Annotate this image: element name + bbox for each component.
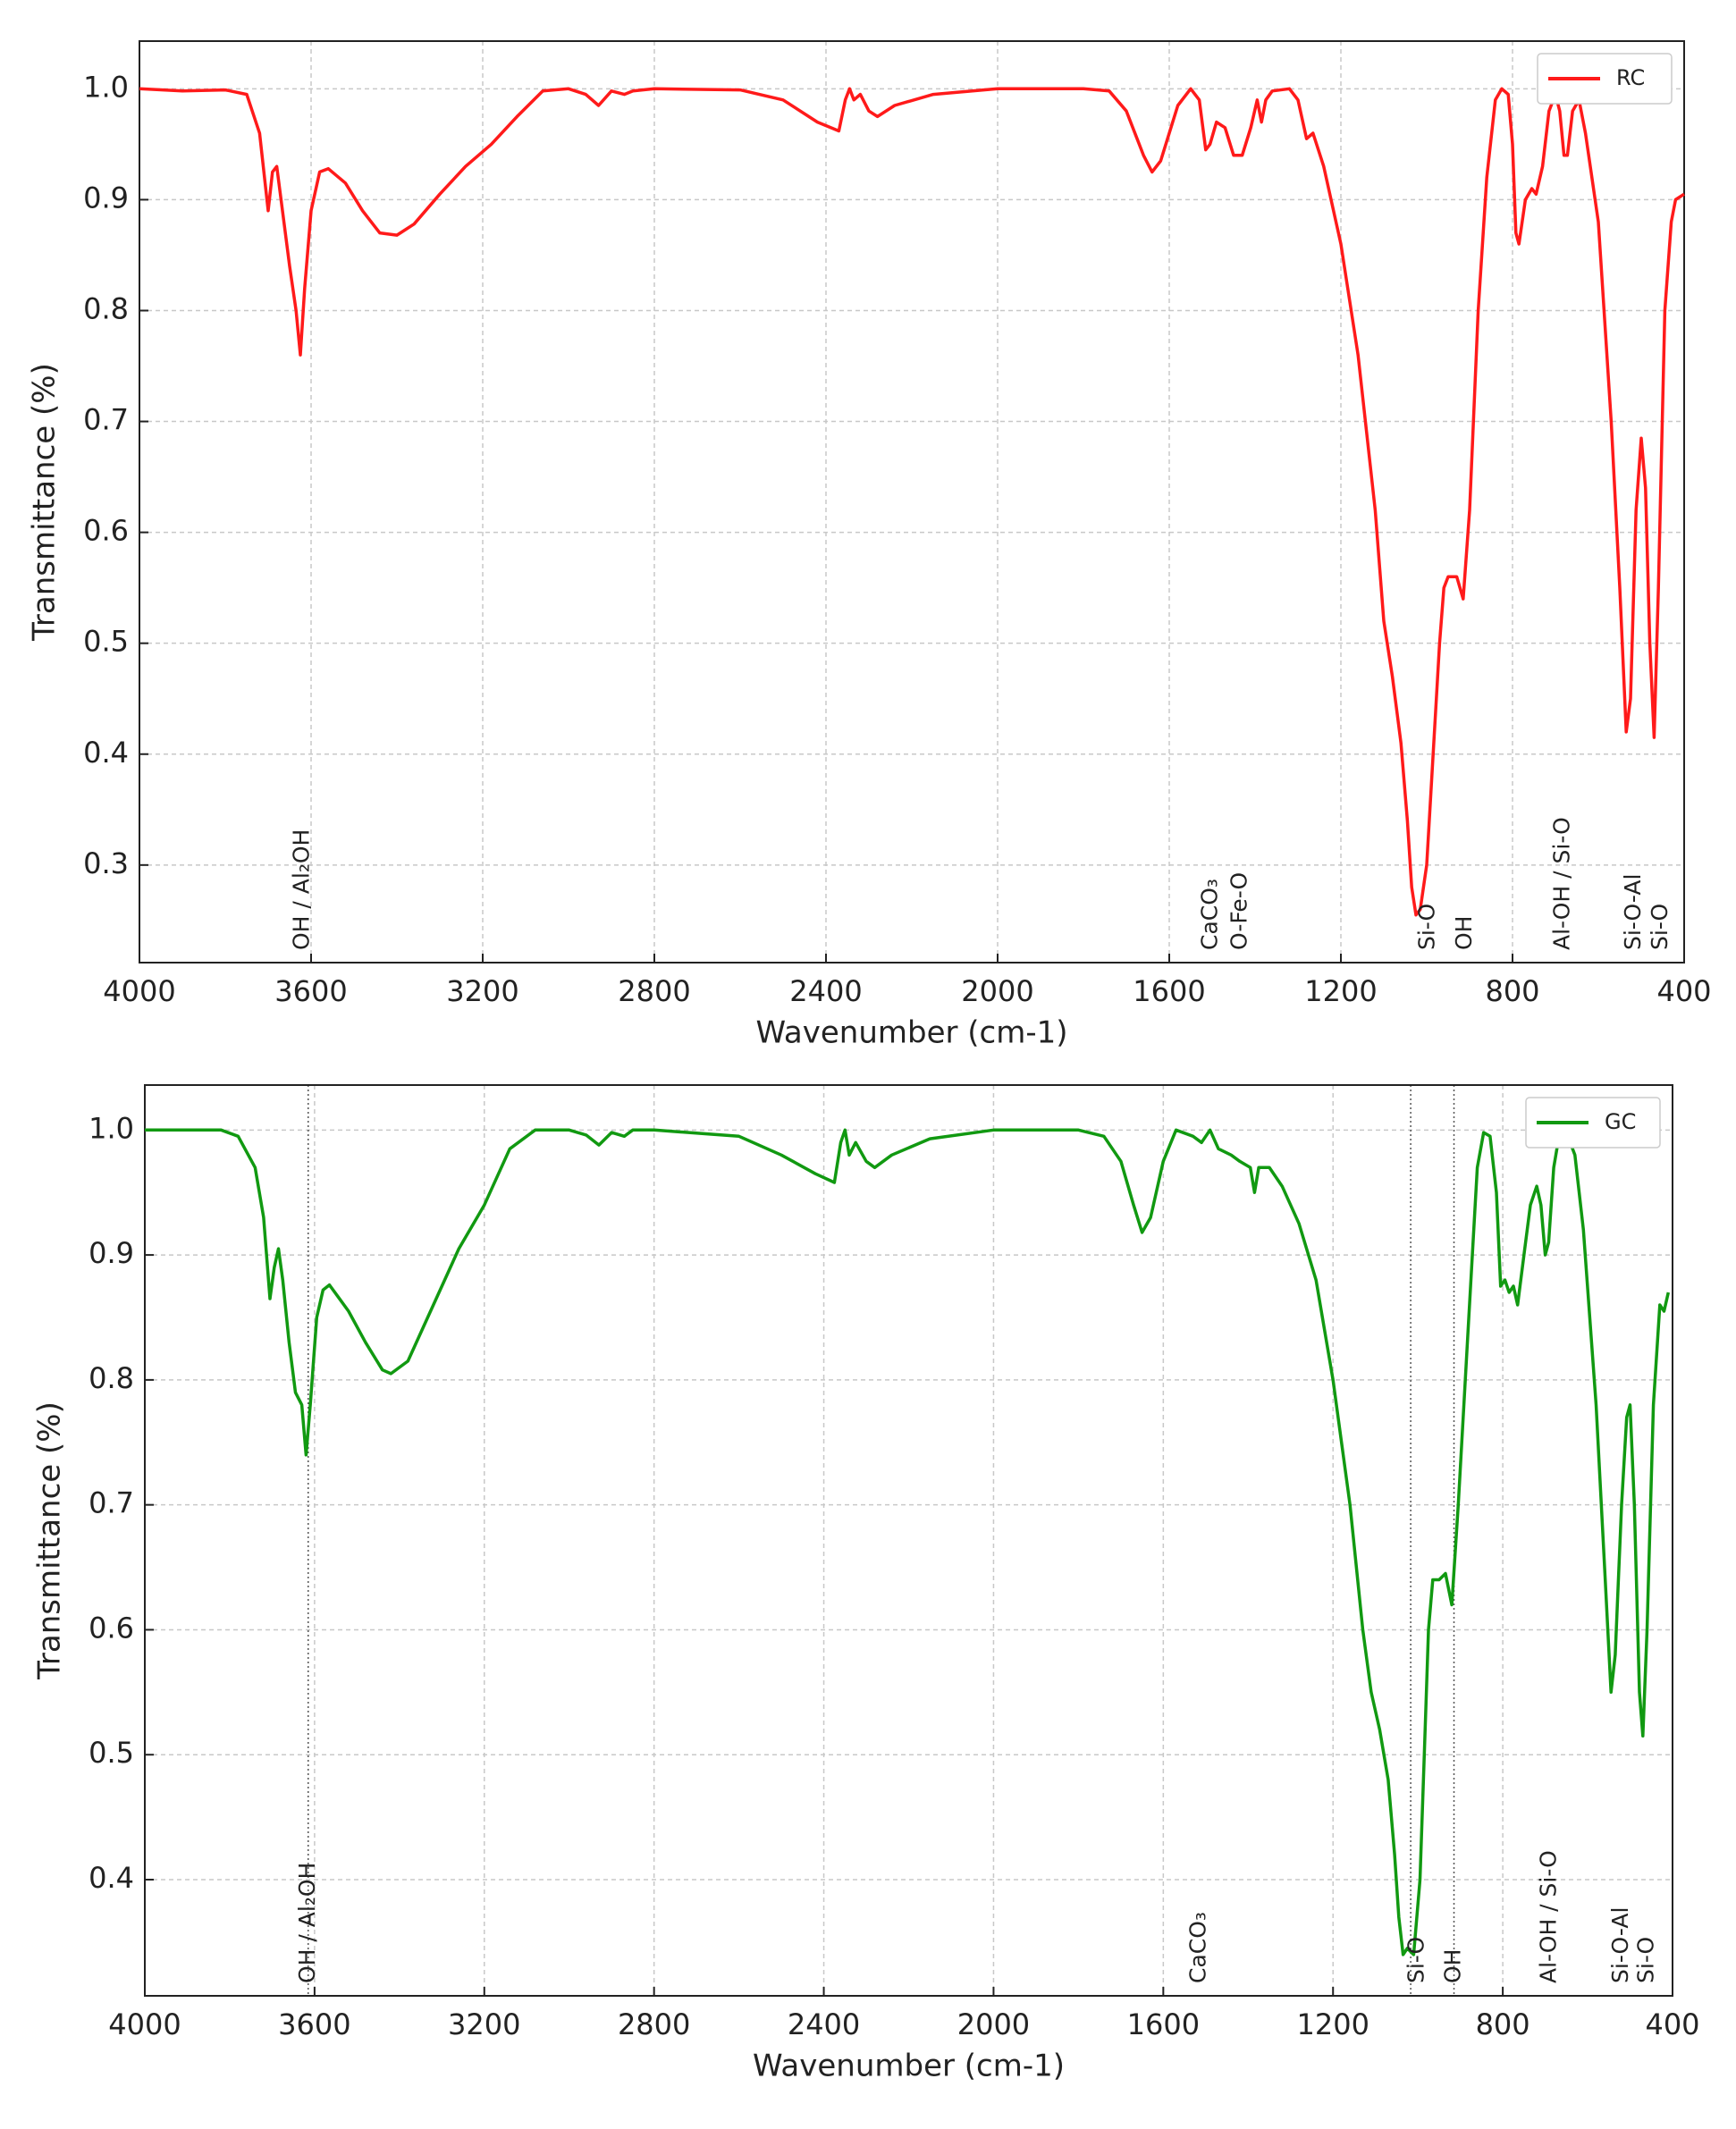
- x-tick-label: 2800: [618, 2007, 690, 2041]
- y-tick-label: 0.6: [83, 514, 129, 548]
- x-tick-label: 3600: [278, 2007, 350, 2041]
- x-tick-label: 800: [1485, 974, 1539, 1008]
- y-tick-label: 0.8: [83, 291, 129, 325]
- legend-box: [1525, 1097, 1661, 1149]
- x-tick-label: 2000: [957, 2007, 1030, 2041]
- x-axis-label: Wavenumber (cm-1): [755, 1015, 1067, 1051]
- legend-label: RC: [1616, 65, 1645, 90]
- annotation: CaCO₃: [1185, 1912, 1211, 1983]
- annotation: OH: [1440, 1949, 1466, 1983]
- y-tick-label: 1.0: [88, 1111, 134, 1145]
- y-tick-label: 0.5: [83, 625, 129, 659]
- plot-frame: [144, 1084, 1673, 1997]
- annotation: OH / Al₂OH: [288, 829, 314, 950]
- annotation: O-Fe-O: [1226, 872, 1252, 950]
- series-line: [139, 87, 1685, 917]
- y-axis-label: Transmittance (%): [27, 363, 63, 642]
- series-line: [145, 1128, 1671, 1956]
- plot-frame: [139, 40, 1685, 964]
- annotation: Si-O: [1403, 1937, 1429, 1983]
- x-tick-label: 4000: [103, 974, 175, 1008]
- y-tick-label: 0.7: [88, 1486, 134, 1520]
- annotation: Si-O-Al: [1620, 874, 1646, 950]
- x-tick-label: 400: [1656, 974, 1711, 1008]
- x-tick-label: 2400: [789, 974, 862, 1008]
- annotation: Si-O-Al: [1607, 1907, 1633, 1983]
- y-tick-label: 0.7: [83, 403, 129, 437]
- y-tick-label: 0.9: [88, 1236, 134, 1270]
- x-tick-label: 800: [1476, 2007, 1530, 2041]
- y-tick-label: 0.6: [88, 1611, 134, 1645]
- x-tick-label: 4000: [108, 2007, 181, 2041]
- x-tick-label: 1200: [1304, 974, 1377, 1008]
- y-axis-label: Transmittance (%): [32, 1401, 68, 1680]
- x-tick-label: 1600: [1133, 974, 1205, 1008]
- annotation: OH: [1451, 916, 1477, 950]
- y-tick-label: 0.9: [83, 181, 129, 215]
- y-tick-label: 1.0: [83, 70, 129, 104]
- annotation: Si-O: [1413, 904, 1439, 950]
- annotation: Si-O: [1647, 904, 1673, 950]
- annotation: Al-OH / Si-O: [1549, 817, 1575, 950]
- x-tick-label: 3600: [274, 974, 347, 1008]
- y-tick-label: 0.8: [88, 1361, 134, 1395]
- x-tick-label: 400: [1645, 2007, 1699, 2041]
- x-tick-label: 3200: [448, 2007, 520, 2041]
- y-tick-label: 0.3: [83, 846, 129, 880]
- x-tick-label: 3200: [446, 974, 518, 1008]
- x-tick-label: 1200: [1297, 2007, 1369, 2041]
- x-tick-label: 2400: [788, 2007, 860, 2041]
- x-tick-label: 1600: [1127, 2007, 1200, 2041]
- x-tick-label: 2800: [618, 974, 690, 1008]
- y-tick-label: 0.4: [88, 1861, 134, 1895]
- x-tick-label: 2000: [961, 974, 1033, 1008]
- y-tick-label: 0.5: [88, 1736, 134, 1770]
- annotation: Al-OH / Si-O: [1535, 1850, 1561, 1983]
- x-axis-label: Wavenumber (cm-1): [753, 2049, 1065, 2084]
- legend-label: GC: [1605, 1109, 1636, 1134]
- annotation: OH / Al₂OH: [294, 1863, 320, 1983]
- legend-box: [1537, 53, 1673, 105]
- annotation: CaCO₃: [1197, 879, 1223, 950]
- annotation: Si-O: [1633, 1937, 1659, 1983]
- y-tick-label: 0.4: [83, 736, 129, 770]
